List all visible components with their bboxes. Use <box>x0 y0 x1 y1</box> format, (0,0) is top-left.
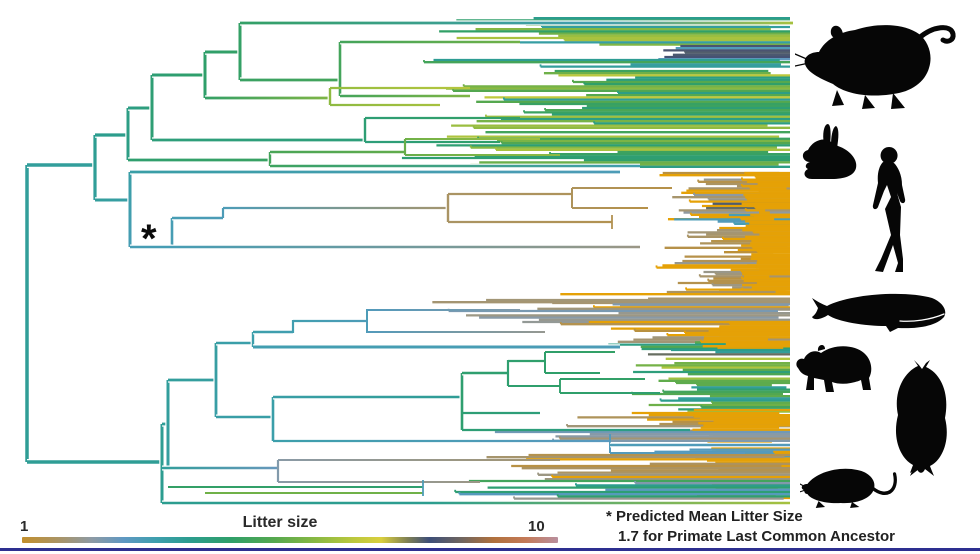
primate-ancestor-asterisk: * <box>141 217 157 261</box>
whale-silhouette-icon <box>812 293 946 332</box>
bottom-rule <box>0 548 980 551</box>
annotation-line1: * Predicted Mean Litter Size <box>606 508 803 525</box>
annotation-text: * Predicted Mean Litter Size 1.7 for Pri… <box>606 507 895 547</box>
shrew-silhouette-icon <box>800 468 897 508</box>
litter-size-colorbar <box>22 537 558 543</box>
colorbar-min-label: 1 <box>20 518 29 535</box>
rabbit-silhouette-icon <box>802 124 857 179</box>
annotation-line2: 1.7 for Primate Last Common Ancestor <box>618 528 896 545</box>
human-silhouette-icon <box>872 147 906 272</box>
colorbar-title: Litter size <box>242 514 318 531</box>
bear-silhouette-icon <box>796 345 872 392</box>
colorbar-max-label: 10 <box>528 518 545 535</box>
rodent-silhouette-icon <box>795 25 956 109</box>
bat-silhouette-icon <box>895 360 947 476</box>
